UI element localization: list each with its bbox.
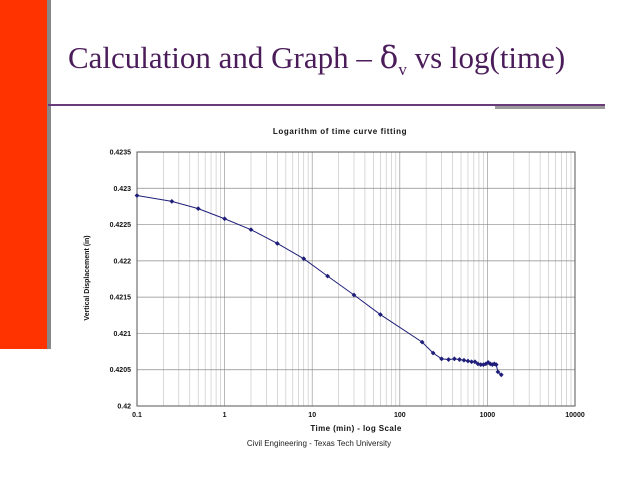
data-point-marker <box>222 216 227 222</box>
data-point-marker <box>493 362 499 368</box>
data-point-marker <box>419 339 425 345</box>
data-point-marker <box>301 256 307 262</box>
data-point-marker <box>351 292 357 298</box>
y-axis-label: Vertical Displacement (in) <box>84 235 91 320</box>
data-point-marker <box>457 357 462 362</box>
y-tick-label: 0.4235 <box>110 150 132 157</box>
y-tick-label: 0.4205 <box>110 367 132 374</box>
x-tick-label: 10000 <box>565 412 585 419</box>
title-divider-shadow <box>495 106 605 109</box>
y-tick-label: 0.4225 <box>110 222 132 229</box>
y-tick-label: 0.421 <box>113 331 131 338</box>
data-point-marker <box>446 357 451 362</box>
series-line <box>136 195 502 376</box>
data-point-marker <box>439 356 444 362</box>
title-divider <box>48 104 605 106</box>
slide-footer: Civil Engineering - Texas Tech Universit… <box>246 439 392 448</box>
x-tick-label: 10 <box>308 412 316 419</box>
data-point-marker <box>430 350 436 356</box>
x-tick-label: 1 <box>223 412 227 419</box>
title-prefix: Calculation and Graph – <box>68 40 380 75</box>
data-point-marker <box>465 358 471 364</box>
x-tick-label: 100 <box>394 412 406 419</box>
data-point-marker <box>195 206 201 212</box>
title-delta-symbol: δ <box>379 40 399 76</box>
data-point-marker <box>495 369 501 375</box>
slide-title: Calculation and Graph – δv vs log(time) <box>68 40 565 80</box>
x-tick-label: 1000 <box>480 412 496 419</box>
y-tick-label: 0.422 <box>113 258 131 265</box>
data-point-marker <box>169 198 175 204</box>
data-point-marker <box>498 372 504 378</box>
data-point-marker <box>274 241 280 246</box>
accent-bar-shadow <box>47 0 51 349</box>
x-axis-label: Time (min) - log Scale <box>310 424 401 433</box>
chart-title: Logarithm of time curve fitting <box>273 127 407 136</box>
data-point-marker <box>134 193 140 198</box>
title-suffix: vs log(time) <box>406 40 566 75</box>
data-point-marker <box>325 273 331 279</box>
data-point-marker <box>485 360 491 365</box>
title-subscript: v <box>398 60 407 80</box>
data-point-marker <box>451 356 457 362</box>
data-point-marker <box>248 227 254 233</box>
data-point-marker <box>472 359 478 365</box>
x-tick-label: 0.1 <box>132 412 142 419</box>
data-point-marker <box>461 357 467 363</box>
log-time-chart: 0.42 0.4205 0.421 0.4215 0.422 0.4225 0.423 0.4… <box>84 127 585 433</box>
data-point-marker <box>377 312 383 317</box>
y-tick-label: 0.4215 <box>110 295 132 302</box>
data-point-marker <box>469 359 474 365</box>
accent-bar <box>0 0 47 349</box>
data-point-marker <box>487 361 493 367</box>
y-tick-label: 0.42 <box>117 404 131 411</box>
data-point-marker <box>478 362 484 368</box>
plot-area-frame <box>136 151 576 407</box>
y-tick-label: 0.423 <box>113 186 131 193</box>
